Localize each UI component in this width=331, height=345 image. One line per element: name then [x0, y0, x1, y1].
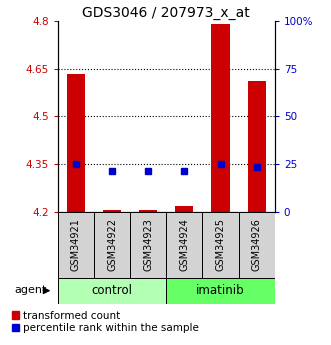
Text: imatinib: imatinib — [196, 284, 245, 297]
Bar — [166, 278, 275, 304]
Bar — [203, 212, 239, 278]
Text: agent: agent — [15, 285, 47, 295]
Bar — [212, 23, 230, 212]
Bar — [94, 212, 130, 278]
Text: GSM34924: GSM34924 — [179, 218, 189, 272]
Text: GSM34921: GSM34921 — [71, 218, 81, 272]
Legend: transformed count, percentile rank within the sample: transformed count, percentile rank withi… — [12, 310, 199, 333]
Bar — [239, 212, 275, 278]
Text: GSM34926: GSM34926 — [252, 218, 262, 272]
Bar — [166, 212, 203, 278]
Text: GSM34922: GSM34922 — [107, 218, 117, 272]
Bar — [103, 210, 121, 212]
Bar — [58, 212, 94, 278]
Bar — [175, 206, 193, 212]
Bar — [58, 278, 166, 304]
Bar — [248, 81, 266, 212]
Text: control: control — [92, 284, 133, 297]
Bar — [139, 210, 157, 212]
Text: GSM34925: GSM34925 — [215, 218, 225, 272]
Bar — [67, 74, 85, 212]
Bar — [130, 212, 166, 278]
Text: GSM34923: GSM34923 — [143, 218, 153, 272]
Title: GDS3046 / 207973_x_at: GDS3046 / 207973_x_at — [82, 6, 250, 20]
